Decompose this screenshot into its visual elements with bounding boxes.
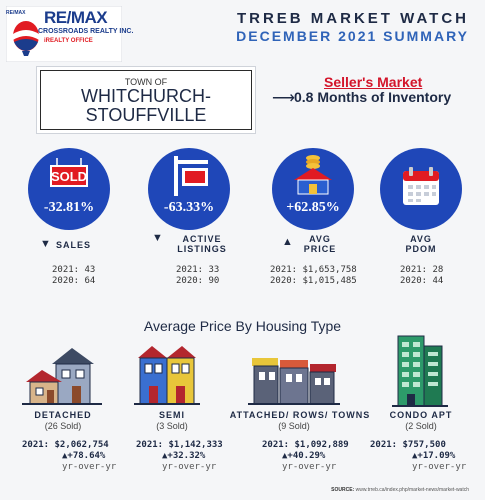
listing-sign-icon (174, 156, 208, 196)
attached-sold: (9 Sold) (278, 421, 310, 431)
detached-sold: (26 Sold) (44, 421, 82, 431)
semi-label: SEMI (158, 410, 185, 420)
semi-sold: (3 Sold) (156, 421, 188, 431)
sales-2021: 2021: 43 (52, 265, 96, 275)
pdom-circle (380, 148, 462, 230)
listings-label-line2: LISTINGS (177, 244, 227, 254)
page-subtitle: DECEMBER 2021 SUMMARY (236, 28, 469, 44)
town-name-line2: STOUFFVILLE (85, 105, 207, 125)
town-prefix: TOWN OF (124, 77, 168, 87)
price-2020: 2020: $1,015,485 (270, 276, 357, 286)
condo-change-value: +17.09% (417, 451, 456, 461)
listings-circle: -63.33% (148, 148, 230, 230)
listings-change: -63.33% (163, 200, 215, 215)
section-title: Average Price By Housing Type (143, 318, 342, 334)
logo-title: RE/MAX (44, 8, 108, 27)
condo-sold: (2 Sold) (405, 421, 437, 431)
condo-price: 2021: $757,500 (370, 440, 446, 450)
listings-2020: 2020: 90 (176, 276, 220, 286)
sales-down-icon: ▼ (40, 238, 51, 250)
months-of-inventory: 0.8 Months of Inventory (294, 89, 452, 105)
up-triangle-icon: ▲ (162, 451, 168, 461)
town-name-line1: WHITCHURCH- (81, 86, 211, 106)
arrow-right-icon: ⟶ (272, 90, 295, 107)
logo-brokerage: CROSSROADS REALTY INC. (38, 28, 134, 35)
sold-sign-icon: SOLD (50, 158, 88, 187)
detached-yoy: yr-over-yr (62, 462, 117, 472)
pdom-label-line1: AVG (410, 234, 432, 244)
town-box: TOWN OF WHITCHURCH- STOUFFVILLE (40, 70, 252, 130)
attached-label: ATTACHED/ ROWS/ TOWNS (229, 410, 371, 420)
sales-change: -32.81% (43, 200, 95, 215)
semi-yoy: yr-over-yr (162, 462, 217, 472)
detached-price: 2021: $2,062,754 (22, 440, 109, 450)
detached-house-icon (22, 348, 102, 405)
sales-2020: 2020: 64 (52, 276, 96, 286)
town-name: WHITCHURCH- STOUFFVILLE (41, 87, 251, 125)
sales-label: SALES (56, 240, 92, 250)
price-label-line1: AVG (309, 234, 331, 244)
condo-yoy: yr-over-yr (412, 462, 467, 472)
pdom-2021: 2021: 28 (400, 265, 444, 275)
price-label-line2: PRICE (303, 244, 337, 254)
listings-label-line1: ACTIVE (182, 234, 222, 244)
pdom-label: AVG PDOM (396, 234, 446, 254)
up-triangle-icon: ▲ (282, 451, 288, 461)
up-triangle-icon: ▲ (412, 451, 418, 461)
logo-small-text: RE/MAX (6, 10, 26, 16)
pdom-label-line2: PDOM (405, 244, 437, 254)
condo-tower-icon (392, 335, 448, 407)
price-change: +62.85% (286, 200, 340, 215)
calendar-icon (403, 167, 439, 205)
sales-circle: SOLD -32.81% (28, 148, 110, 230)
svg-text:SOLD: SOLD (51, 169, 87, 184)
detached-label: DETACHED (34, 410, 92, 420)
semi-change-value: +32.32% (167, 451, 206, 461)
semi-change: ▲+32.32% (162, 451, 205, 461)
source-credit: SOURCE: www.trreb.ca/index.php/market-ne… (331, 487, 469, 493)
source-label: SOURCE: (331, 487, 355, 493)
townhouse-row-icon (248, 358, 340, 405)
attached-price: 2021: $1,092,889 (262, 440, 349, 450)
semi-house-icon (134, 346, 200, 405)
condo-label: CONDO APT (389, 410, 453, 420)
semi-price: 2021: $1,142,333 (136, 440, 223, 450)
price-up-icon: ▲ (282, 236, 293, 248)
source-url: www.trreb.ca/index.php/market-news/marke… (355, 487, 469, 493)
attached-change-value: +40.29% (287, 451, 326, 461)
price-label: AVG PRICE (300, 234, 340, 254)
detached-change-value: +78.64% (67, 451, 106, 461)
market-status: Seller's Market (324, 74, 423, 90)
listings-2021: 2021: 33 (176, 265, 220, 275)
detached-change: ▲+78.64% (62, 451, 105, 461)
condo-change: ▲+17.09% (412, 451, 455, 461)
up-triangle-icon: ▲ (62, 451, 68, 461)
house-coins-icon (294, 155, 332, 195)
attached-change: ▲+40.29% (282, 451, 325, 461)
listings-label: ACTIVE LISTINGS (172, 234, 232, 254)
listings-down-icon: ▼ (152, 232, 163, 244)
price-circle: +62.85% (272, 148, 354, 230)
remax-logo (6, 6, 122, 62)
page-title: TRREB MARKET WATCH (236, 10, 469, 27)
logo-office: iREALTY OFFICE (44, 38, 93, 44)
attached-yoy: yr-over-yr (282, 462, 337, 472)
price-2021: 2021: $1,653,758 (270, 265, 357, 275)
pdom-2020: 2020: 44 (400, 276, 444, 286)
